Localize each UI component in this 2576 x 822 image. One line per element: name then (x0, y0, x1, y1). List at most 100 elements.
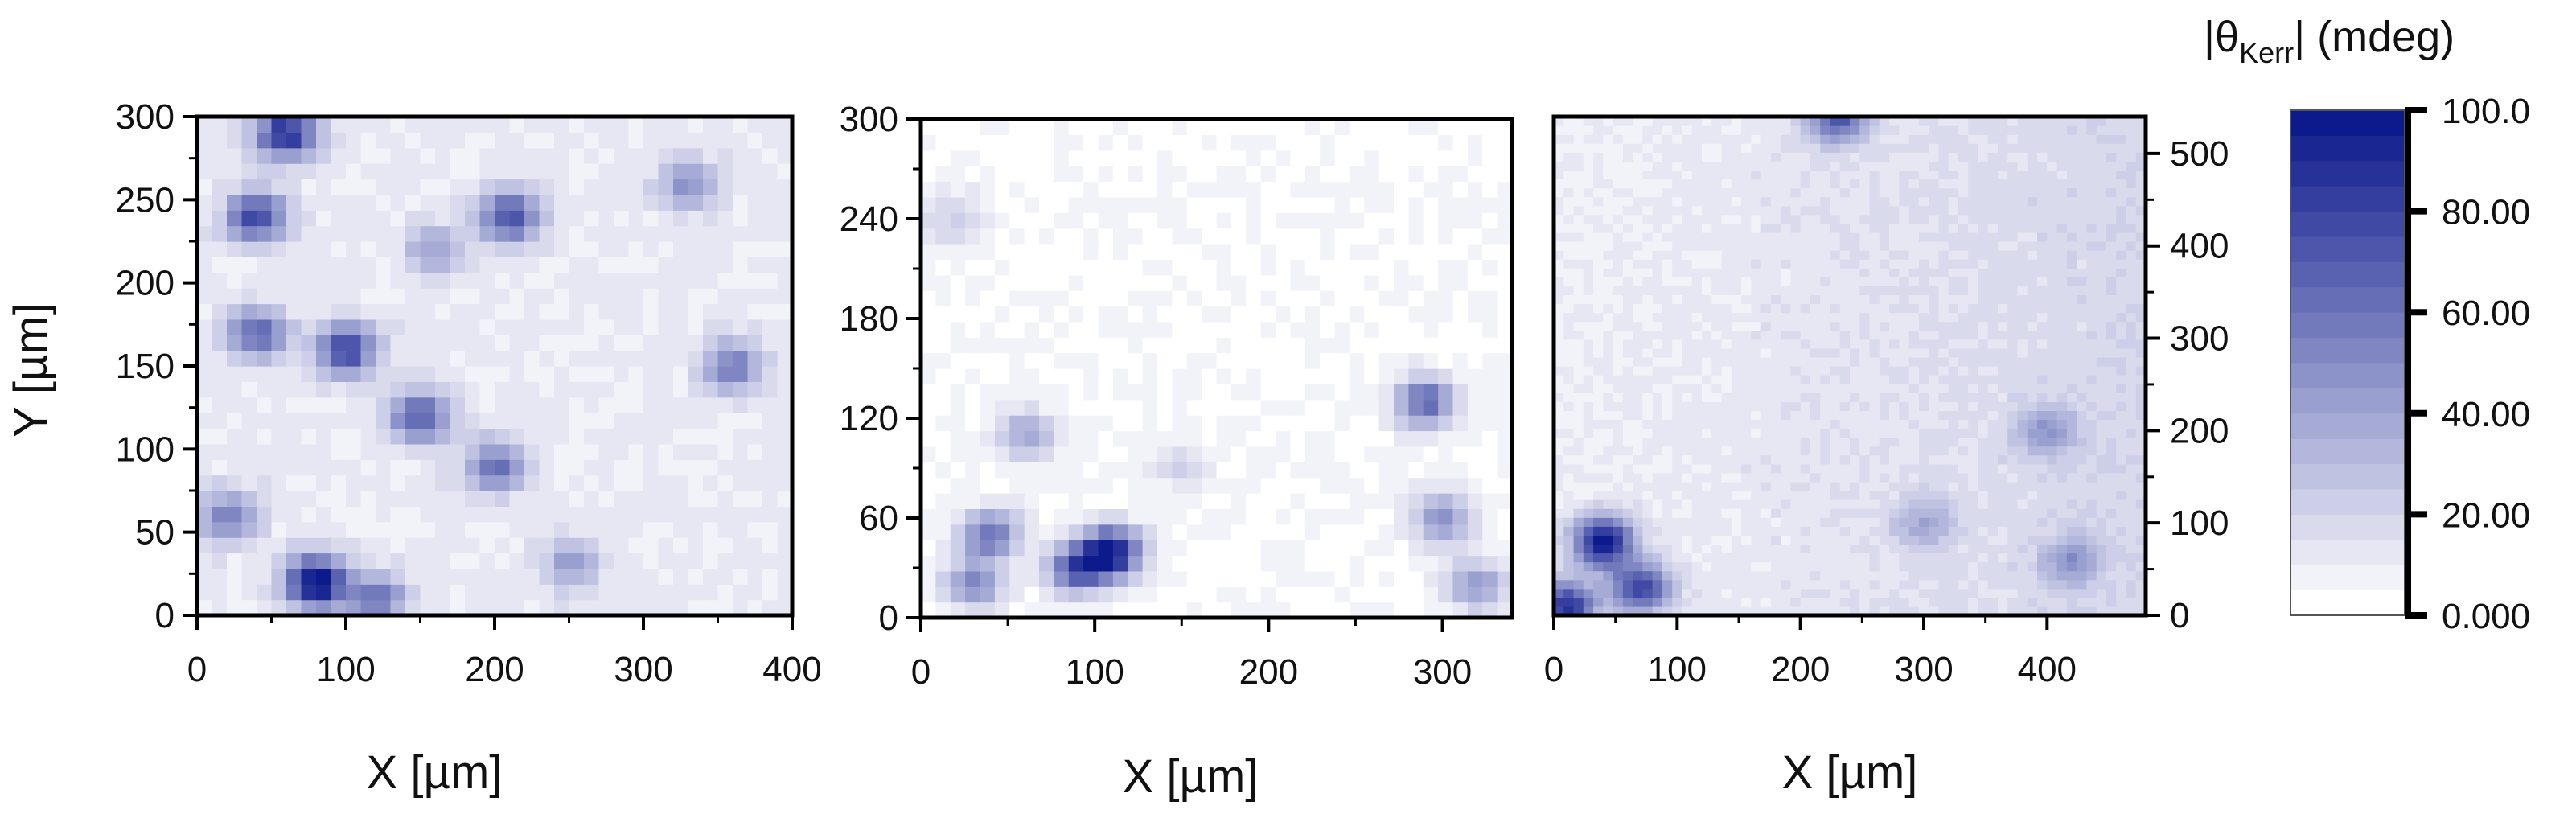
heatmap-cell (2007, 401, 2019, 411)
heatmap-cell (286, 459, 302, 476)
heatmap-cell (1859, 526, 1871, 536)
heatmap-cell (1781, 508, 1791, 518)
heatmap-cell (1423, 570, 1439, 587)
heatmap-cell (301, 241, 317, 257)
heatmap-cell (1083, 119, 1099, 135)
heatmap-cell (1662, 454, 1673, 465)
heatmap-cell (1039, 368, 1054, 384)
heatmap-cell (2116, 286, 2127, 296)
x-tick-label: 400 (762, 650, 821, 689)
heatmap-cell (1869, 366, 1880, 376)
heatmap-cell (1304, 446, 1321, 462)
heatmap-cell (1850, 294, 1860, 305)
heatmap-cell (1009, 477, 1025, 494)
heatmap-cell (405, 225, 421, 242)
heatmap-cell (1142, 384, 1158, 401)
heatmap-cell (2135, 330, 2147, 340)
heatmap-cell (1869, 401, 1880, 411)
heatmap-cell (1563, 366, 1575, 376)
heatmap-cell (1068, 119, 1084, 135)
heatmap-cell (1781, 330, 1791, 340)
heatmap-cell (1790, 259, 1802, 269)
heatmap-cell (1741, 561, 1752, 572)
heatmap-cell (227, 335, 243, 351)
heatmap-cell (316, 459, 332, 476)
heatmap-cell (1583, 268, 1594, 277)
heatmap-cell (1172, 352, 1188, 369)
heatmap-cell (1938, 606, 1949, 616)
heatmap-cell (1839, 463, 1851, 474)
heatmap-cell (1438, 493, 1454, 509)
heatmap-cell (1790, 588, 1802, 598)
heatmap-cell (1334, 181, 1350, 198)
heatmap-cell (1276, 134, 1291, 151)
heatmap-cell (197, 335, 213, 351)
heatmap-cell (584, 599, 600, 616)
heatmap-cell (1276, 274, 1291, 291)
heatmap-cell (1820, 437, 1831, 447)
heatmap-cell (921, 274, 936, 291)
heatmap-cell (643, 459, 659, 476)
heatmap-cell (1438, 321, 1454, 338)
heatmap-cell (1622, 588, 1633, 598)
heatmap-cell (1633, 356, 1643, 367)
heatmap-cell (360, 163, 376, 180)
heatmap-cell (1711, 597, 1723, 607)
heatmap-cell (2116, 339, 2127, 349)
heatmap-cell (286, 147, 302, 164)
heatmap-cell (2135, 312, 2147, 323)
heatmap-cell (2017, 384, 2028, 393)
heatmap-cell (1603, 508, 1614, 518)
heatmap-cell (227, 459, 243, 476)
heatmap-cell (539, 163, 555, 180)
heatmap-cell (1408, 352, 1424, 369)
heatmap-cell (584, 225, 600, 242)
heatmap-cell (1987, 508, 1999, 518)
heatmap-cell (2056, 606, 2068, 616)
heatmap-cell (1378, 196, 1395, 213)
heatmap-cell (1603, 526, 1614, 536)
heatmap-cell (1929, 419, 1939, 429)
heatmap-cell (1009, 259, 1025, 276)
heatmap-cell (1810, 481, 1821, 491)
heatmap-cell (2077, 410, 2087, 421)
heatmap-cell (628, 225, 644, 242)
heatmap-cell (1603, 463, 1614, 474)
heatmap-cell (598, 413, 614, 429)
heatmap-cell (495, 553, 511, 569)
heatmap-cell (1083, 384, 1099, 401)
heatmap-cell (554, 568, 570, 585)
heatmap-cell (2027, 366, 2038, 376)
heatmap-cell (1497, 462, 1513, 479)
heatmap-cell (1334, 508, 1350, 525)
heatmap-cell (2086, 321, 2097, 331)
heatmap-cell (376, 350, 392, 367)
heatmap-cell (1662, 393, 1673, 402)
heatmap-cell (584, 257, 600, 273)
heatmap-cell (2116, 356, 2127, 367)
heatmap-cell (1820, 535, 1831, 545)
heatmap-cell (1820, 508, 1831, 518)
heatmap-cell (1246, 321, 1262, 338)
heatmap-cell (405, 397, 421, 413)
heatmap-cell (257, 117, 273, 133)
heatmap-cell (643, 491, 659, 507)
heatmap-cell (450, 428, 466, 445)
heatmap-cell (2047, 428, 2058, 438)
heatmap-cell (1672, 286, 1683, 296)
heatmap-cell (539, 194, 555, 211)
heatmap-cell (1276, 368, 1291, 384)
heatmap-cell (1603, 428, 1614, 438)
heatmap-cell (2096, 535, 2107, 545)
heatmap-cell (331, 350, 347, 367)
heatmap-cell (1702, 526, 1712, 536)
heatmap-cell (673, 366, 689, 382)
heatmap-cell (980, 586, 996, 603)
heatmap-cell (1364, 150, 1380, 166)
heatmap-cell (2056, 517, 2068, 527)
heatmap-cell (950, 602, 966, 619)
heatmap-cell (1929, 268, 1939, 277)
heatmap-cell (673, 428, 689, 445)
heatmap-cell (1290, 368, 1306, 384)
heatmap-cell (435, 506, 451, 523)
